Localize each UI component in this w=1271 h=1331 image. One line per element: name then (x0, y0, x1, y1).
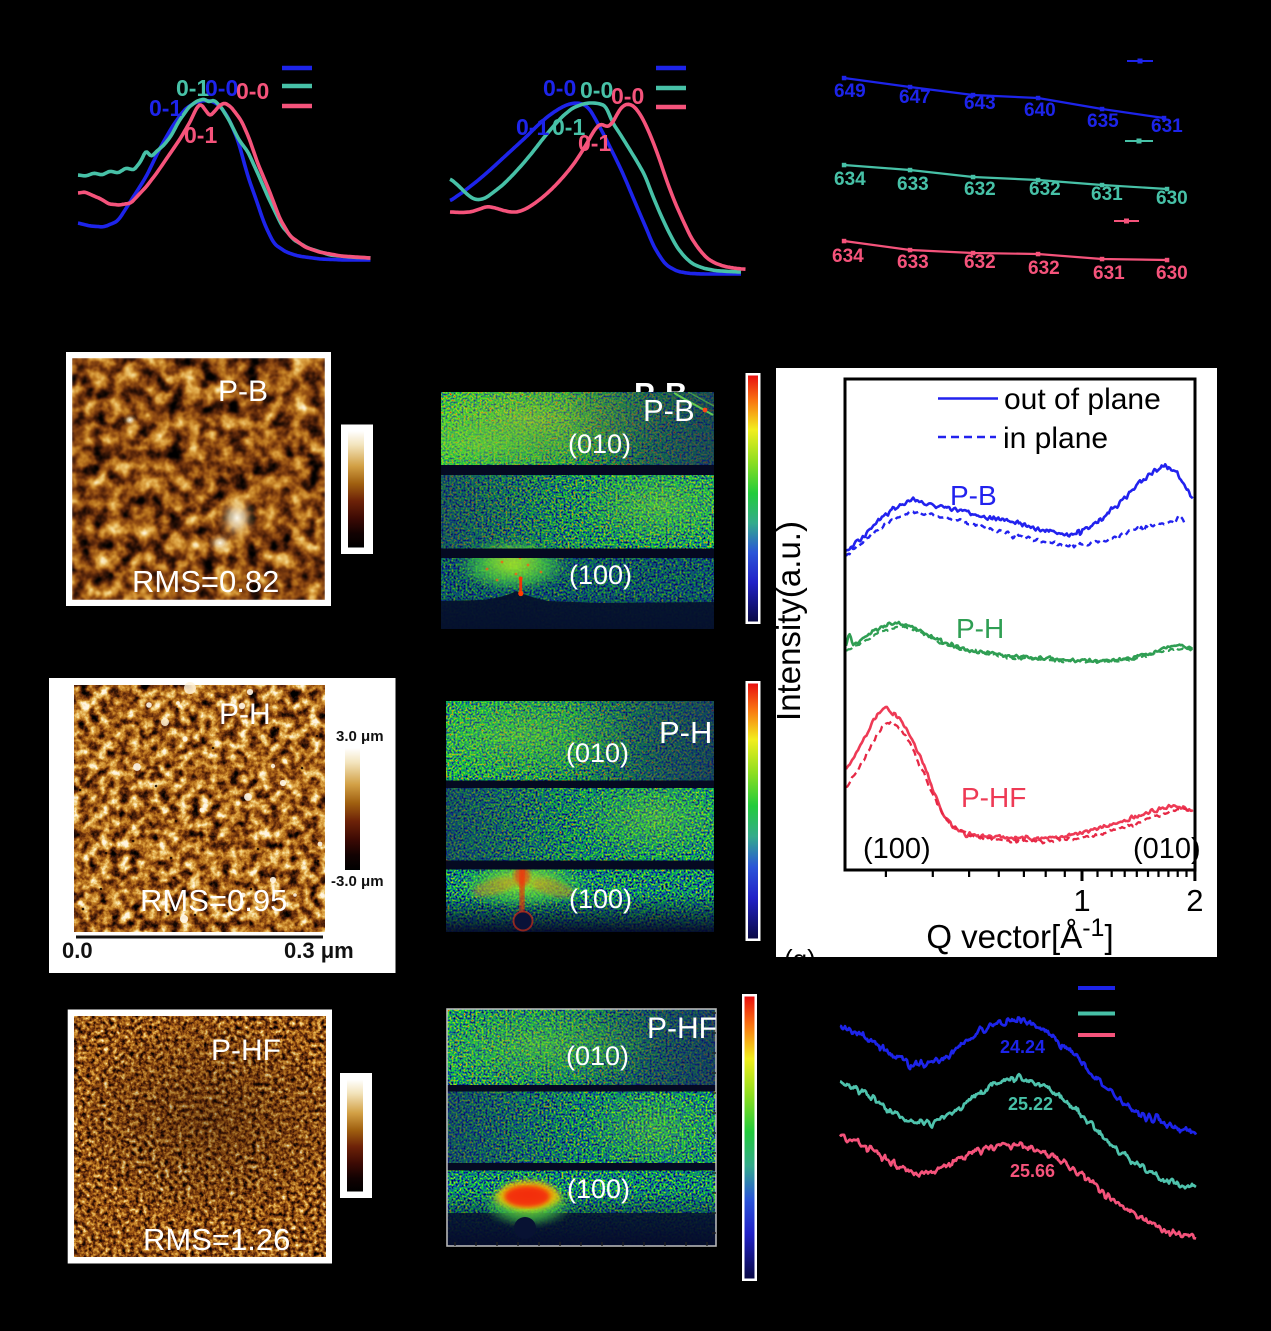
svg-text:(100): (100) (569, 560, 632, 590)
svg-text:1: 1 (1073, 883, 1090, 918)
svg-text:P-B: P-B (643, 393, 695, 428)
svg-text:P-H: P-H (219, 698, 271, 731)
svg-text:(100): (100) (567, 1174, 630, 1204)
svg-text:2: 2 (1186, 883, 1203, 918)
svg-text:631: 631 (1093, 263, 1125, 284)
svg-text:P-B: P-B (950, 480, 997, 511)
svg-text:640: 640 (1024, 100, 1056, 121)
svg-text:630: 630 (1156, 188, 1188, 209)
svg-text:632: 632 (1028, 258, 1060, 279)
svg-text:P-HF: P-HF (647, 1012, 717, 1045)
svg-text:0-0: 0-0 (543, 75, 576, 101)
svg-text:24.24: 24.24 (1000, 1037, 1045, 1057)
svg-text:632: 632 (964, 252, 996, 273)
svg-text:631: 631 (1091, 184, 1123, 205)
svg-text:P-HF: P-HF (961, 782, 1026, 813)
svg-text:0-0: 0-0 (580, 77, 613, 103)
svg-text:0-0: 0-0 (236, 78, 269, 104)
svg-text:0-1: 0-1 (552, 114, 585, 140)
svg-text:P-H: P-H (956, 613, 1004, 644)
svg-text:P-B: P-B (218, 375, 268, 408)
svg-text:633: 633 (897, 174, 929, 195)
svg-text:647: 647 (899, 87, 931, 108)
svg-text:-3.0 μm: -3.0 μm (331, 873, 384, 890)
svg-text:RMS=0.82: RMS=0.82 (132, 564, 279, 599)
svg-text:(010): (010) (566, 1041, 629, 1071)
svg-text:(010): (010) (566, 738, 629, 768)
svg-text:0-1: 0-1 (149, 95, 182, 121)
svg-text:0-1: 0-1 (578, 130, 611, 156)
svg-text:25.66: 25.66 (1010, 1161, 1055, 1181)
svg-text:P-B: P-B (634, 376, 687, 411)
svg-text:632: 632 (964, 179, 996, 200)
svg-text:634: 634 (834, 169, 866, 190)
svg-text:(g): (g) (784, 944, 816, 974)
svg-text:0-1: 0-1 (516, 114, 549, 140)
svg-text:632: 632 (1029, 179, 1061, 200)
svg-text:in plane: in plane (1003, 422, 1108, 455)
svg-text:25.22: 25.22 (1008, 1094, 1053, 1114)
svg-text:649: 649 (834, 81, 866, 102)
svg-text:(100): (100) (863, 833, 931, 865)
svg-text:634: 634 (832, 246, 864, 267)
svg-text:P-H: P-H (659, 715, 712, 750)
svg-text:RMS=1.26: RMS=1.26 (143, 1222, 290, 1257)
svg-text:RMS=0.95: RMS=0.95 (140, 883, 287, 918)
svg-text:(010): (010) (1133, 833, 1201, 865)
svg-text:630: 630 (1156, 263, 1188, 284)
svg-text:out of plane: out of plane (1004, 383, 1161, 416)
svg-text:Intensity(a.u.): Intensity(a.u.) (770, 521, 807, 721)
svg-text:633: 633 (897, 252, 929, 273)
svg-text:0-0: 0-0 (611, 83, 644, 109)
svg-text:0-1: 0-1 (184, 122, 217, 148)
svg-text:631: 631 (1151, 116, 1183, 137)
svg-text:0-0: 0-0 (205, 75, 238, 101)
svg-text:0.0: 0.0 (62, 938, 93, 963)
svg-text:635: 635 (1087, 111, 1119, 132)
svg-text:P-HF: P-HF (211, 1034, 281, 1067)
svg-text:0.3 μm: 0.3 μm (284, 938, 354, 963)
svg-text:643: 643 (964, 93, 996, 114)
svg-text:(100): (100) (569, 884, 632, 914)
svg-text:(010): (010) (568, 429, 631, 459)
svg-text:0-1: 0-1 (176, 75, 209, 101)
svg-text:3.0 μm: 3.0 μm (336, 728, 384, 745)
